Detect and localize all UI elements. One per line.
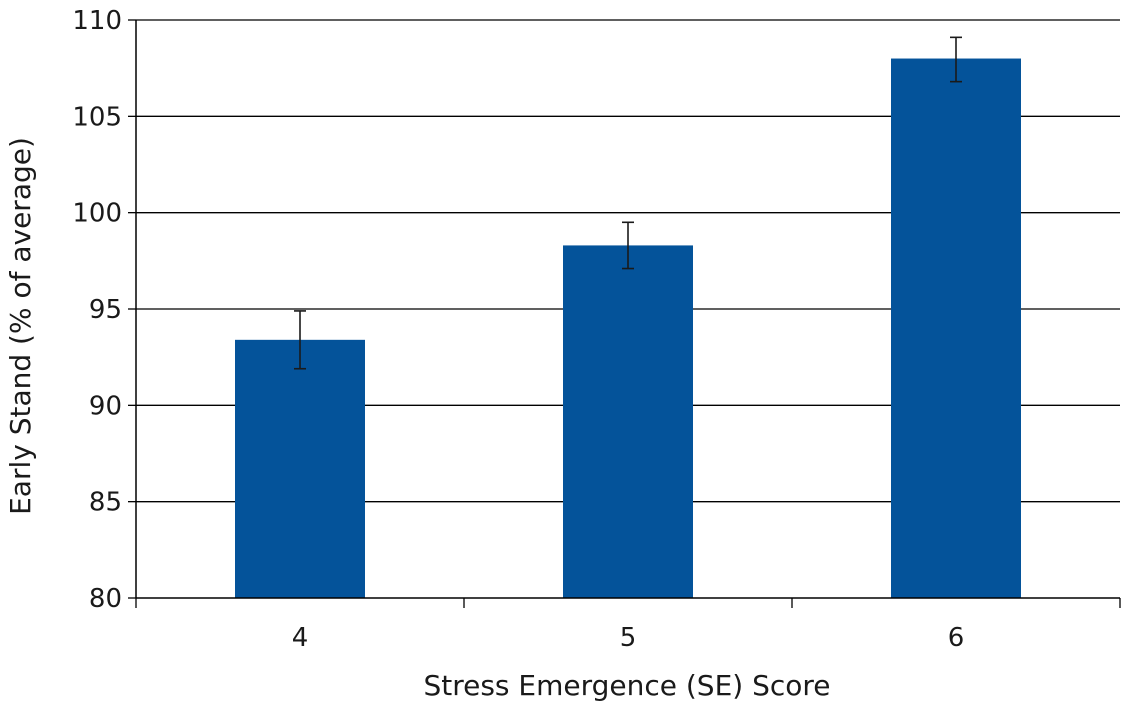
y-tick-label-85: 85 <box>89 488 122 518</box>
x-tick-label-6: 6 <box>948 623 965 653</box>
x-tick-label-4: 4 <box>292 623 309 653</box>
bar-4 <box>235 339 365 598</box>
y-tick-label-90: 90 <box>89 391 122 421</box>
tick-labels: 80 85 90 95 100 105 110 4 5 6 <box>72 6 964 653</box>
axes <box>128 19 1121 608</box>
y-tick-label-95: 95 <box>89 295 122 325</box>
bars <box>235 58 1021 599</box>
y-tick-label-105: 105 <box>72 102 122 132</box>
y-tick-label-80: 80 <box>89 584 122 614</box>
x-axis-title: Stress Emergence (SE) Score <box>423 669 830 702</box>
error-bars <box>294 36 962 370</box>
y-axis-title: Early Stand (% of average) <box>4 137 37 515</box>
bar-5 <box>563 245 693 599</box>
y-tick-label-110: 110 <box>72 6 122 36</box>
x-tick-label-5: 5 <box>620 623 637 653</box>
y-tick-label-100: 100 <box>72 199 122 229</box>
bar-6 <box>891 58 1021 599</box>
